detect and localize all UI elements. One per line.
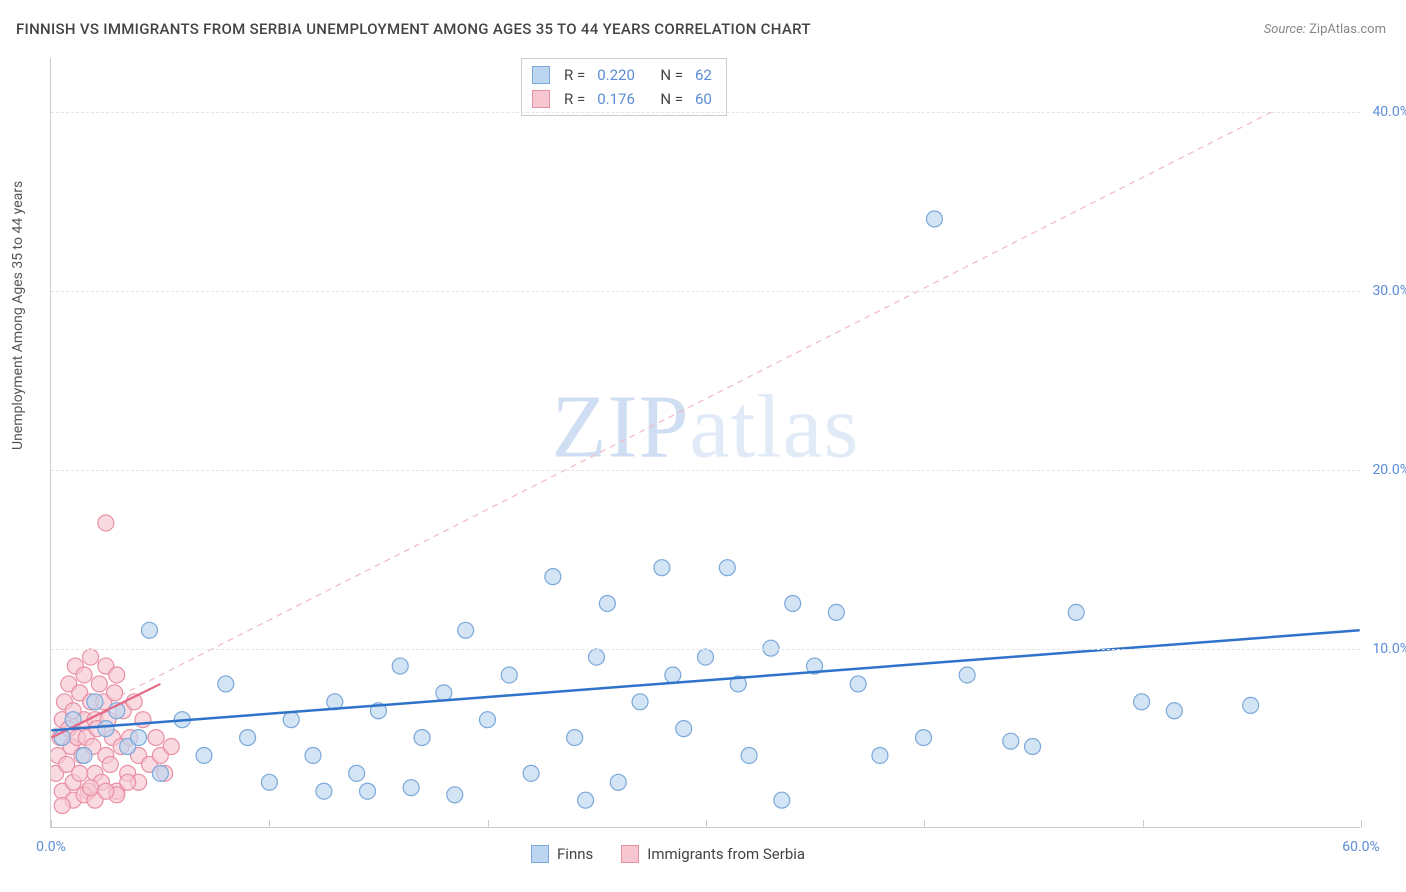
legend-label-finns: Finns: [557, 845, 593, 863]
y-tick-label: 30.0%: [1372, 283, 1406, 299]
gridline: [51, 112, 1360, 113]
x-tick: [51, 820, 52, 828]
swatch-finns: [531, 845, 549, 863]
legend-item-serbia: Immigrants from Serbia: [621, 845, 805, 863]
x-tick-label: 60.0%: [1342, 839, 1380, 855]
r-value-finns: 0.220: [597, 63, 635, 87]
source-label: Source:: [1264, 22, 1306, 37]
n-label: N =: [653, 87, 683, 111]
x-tick: [1361, 820, 1362, 828]
x-tick: [1143, 820, 1144, 828]
r-label: R =: [564, 63, 585, 87]
x-tick: [488, 820, 489, 828]
correlation-legend: R = 0.220 N = 62 R = 0.176 N = 60: [521, 58, 727, 116]
watermark-part2: atlas: [690, 378, 860, 477]
chart-svg: [51, 58, 1360, 827]
watermark-part1: ZIP: [552, 378, 690, 477]
x-tick: [706, 820, 707, 828]
legend-item-finns: Finns: [531, 845, 593, 863]
gridline: [51, 649, 1360, 650]
n-value-serbia: 60: [695, 87, 712, 111]
gridline: [51, 291, 1360, 292]
swatch-serbia: [621, 845, 639, 863]
x-tick: [924, 820, 925, 828]
source-value: ZipAtlas.com: [1309, 22, 1386, 37]
source-attribution: Source: ZipAtlas.com: [1264, 22, 1386, 37]
y-axis-label: Unemployment Among Ages 35 to 44 years: [10, 181, 26, 450]
legend-row-serbia: R = 0.176 N = 60: [532, 87, 716, 111]
r-value-serbia: 0.176: [597, 87, 635, 111]
series-legend: Finns Immigrants from Serbia: [531, 845, 805, 863]
y-tick-label: 40.0%: [1372, 104, 1406, 120]
swatch-finns: [532, 66, 550, 84]
legend-row-finns: R = 0.220 N = 62: [532, 63, 716, 87]
y-tick-label: 10.0%: [1372, 641, 1406, 657]
x-tick: [269, 820, 270, 828]
watermark: ZIPatlas: [552, 376, 860, 479]
chart-title: FINNISH VS IMMIGRANTS FROM SERBIA UNEMPL…: [16, 20, 811, 38]
plot-area: ZIPatlas R = 0.220 N = 62 R = 0.176 N = …: [50, 58, 1360, 828]
x-tick-label: 0.0%: [36, 839, 66, 855]
gridline: [51, 470, 1360, 471]
n-value-finns: 62: [695, 63, 712, 87]
legend-label-serbia: Immigrants from Serbia: [647, 845, 805, 863]
n-label: N =: [653, 63, 683, 87]
r-label: R =: [564, 87, 585, 111]
swatch-serbia: [532, 90, 550, 108]
y-tick-label: 20.0%: [1372, 462, 1406, 478]
